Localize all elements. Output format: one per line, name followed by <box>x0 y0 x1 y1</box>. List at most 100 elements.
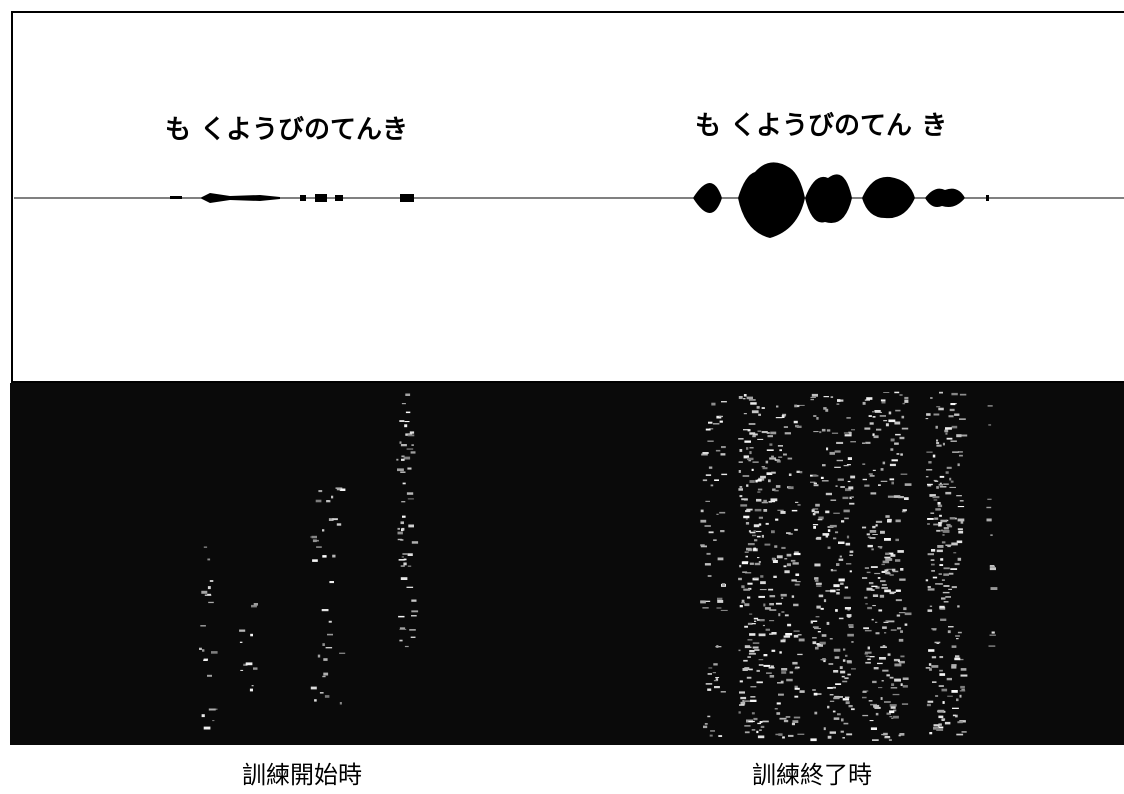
spectral-speck <box>702 607 709 609</box>
spectral-speck <box>875 712 879 716</box>
spectral-speck <box>899 733 905 736</box>
spectral-speck <box>740 504 748 507</box>
spectral-speck <box>317 654 321 658</box>
spectral-speck <box>957 557 962 561</box>
spectral-speck <box>799 471 803 474</box>
spectral-speck <box>945 427 952 430</box>
spectral-speck <box>885 552 890 555</box>
spectral-speck <box>897 550 904 553</box>
spectral-speck <box>825 510 830 514</box>
spectral-speck <box>721 583 726 586</box>
wave-blob <box>315 194 327 202</box>
spectral-speck <box>207 558 211 561</box>
spectral-speck <box>823 599 827 603</box>
spectral-speck <box>757 557 760 559</box>
spectral-speck <box>939 391 943 394</box>
spectral-speck <box>744 625 748 628</box>
spectral-speck <box>708 531 714 534</box>
spectral-speck <box>702 479 708 482</box>
spectral-speck <box>886 674 890 677</box>
spectral-speck <box>925 667 931 669</box>
spectral-speck <box>940 606 946 610</box>
spectral-speck <box>890 438 895 442</box>
spectral-speck <box>764 607 771 610</box>
spectral-speck <box>407 565 412 567</box>
spectral-speck <box>844 677 849 680</box>
spectral-speck <box>942 591 950 594</box>
spectral-speck <box>957 528 963 530</box>
wave-blob <box>862 176 915 219</box>
spectral-speck <box>712 423 720 425</box>
spectral-speck <box>396 458 399 461</box>
spectral-speck <box>750 686 757 688</box>
spectral-speck <box>751 468 754 471</box>
spectral-speck <box>870 589 875 591</box>
spectral-speck <box>839 666 843 669</box>
spectral-speck <box>956 698 959 702</box>
spectral-speck <box>743 515 750 519</box>
spectral-speck <box>716 645 719 648</box>
spectral-speck <box>895 519 901 523</box>
spectral-speck <box>874 411 882 413</box>
wave-blob <box>805 174 852 223</box>
spectral-speck <box>842 737 845 739</box>
spectral-speck <box>738 438 744 440</box>
spectral-speck <box>780 680 784 684</box>
spectral-speck <box>953 552 957 554</box>
spectral-speck <box>849 496 852 500</box>
spectral-speck <box>715 449 721 452</box>
spectral-speck <box>884 632 887 634</box>
spectral-speck <box>936 529 941 532</box>
spectral-speck <box>875 621 878 623</box>
spectral-speck <box>847 480 851 483</box>
spectral-speck <box>762 720 769 723</box>
spectral-speck <box>927 553 934 556</box>
spectral-speck <box>872 411 875 413</box>
spectral-speck <box>318 490 323 493</box>
spectral-speck <box>936 439 939 442</box>
spectral-speck <box>339 702 342 705</box>
spectral-speck <box>754 508 762 512</box>
spectral-speck <box>721 446 726 449</box>
spectral-speck <box>874 572 881 575</box>
spectral-speck <box>843 596 851 599</box>
spectral-speck <box>752 642 760 644</box>
spectral-speck <box>821 480 829 482</box>
spectral-speck <box>816 417 819 420</box>
spectral-speck <box>936 486 939 489</box>
caption: 訓練開始時 <box>242 761 362 789</box>
spectral-speck <box>960 685 965 689</box>
spectral-speck <box>893 658 900 662</box>
spectral-speck <box>816 693 822 695</box>
spectral-speck <box>700 545 707 548</box>
spectral-speck <box>251 685 254 687</box>
spectral-speck <box>931 549 936 552</box>
spectral-speck <box>875 520 883 523</box>
spectral-speck <box>407 467 412 470</box>
spectral-speck <box>810 620 813 624</box>
spectral-speck <box>720 453 726 456</box>
spectral-speck <box>846 733 853 736</box>
spectral-speck <box>753 524 760 528</box>
spectral-speck <box>747 582 753 585</box>
spectral-speck <box>941 579 945 581</box>
spectral-speck <box>961 731 967 733</box>
spectral-speck <box>753 577 759 579</box>
spectral-speck <box>790 559 796 562</box>
spectral-speck <box>887 518 892 522</box>
spectral-speck <box>745 555 748 558</box>
spectral-speck <box>950 403 956 406</box>
spectral-speck <box>704 563 711 566</box>
spectral-speck <box>771 649 776 652</box>
spectral-speck <box>957 463 960 467</box>
spectral-speck <box>700 509 704 513</box>
spectral-speck <box>746 547 752 551</box>
spectral-speck <box>884 701 891 703</box>
spectral-speck <box>239 641 243 643</box>
spectral-speck <box>745 522 750 525</box>
spectral-speck <box>934 480 939 482</box>
spectral-speck <box>720 530 725 533</box>
spectral-speck <box>796 425 802 428</box>
spectral-speck <box>745 510 751 513</box>
spectral-speck <box>939 514 942 517</box>
